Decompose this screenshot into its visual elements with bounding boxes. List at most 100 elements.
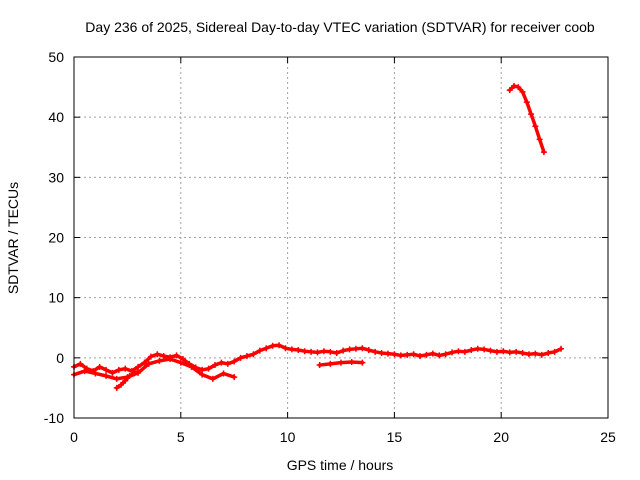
x-tick-label: 10 bbox=[280, 429, 296, 445]
series-secondary-trace bbox=[71, 356, 238, 382]
data-point bbox=[493, 348, 500, 355]
y-tick-label: 20 bbox=[48, 230, 64, 246]
data-point bbox=[417, 353, 424, 360]
data-point bbox=[103, 372, 110, 379]
data-point bbox=[511, 82, 518, 89]
x-tick-label: 0 bbox=[70, 429, 78, 445]
data-point bbox=[538, 351, 545, 358]
data-point bbox=[487, 347, 494, 354]
y-tick-label: 30 bbox=[48, 169, 64, 185]
data-point bbox=[276, 342, 283, 349]
data-point bbox=[147, 353, 154, 360]
data-point bbox=[436, 352, 443, 359]
data-series bbox=[71, 82, 565, 391]
y-axis-ticks: -10 0 10 20 30 40 50 bbox=[44, 49, 608, 426]
y-tick-label: -10 bbox=[44, 410, 64, 426]
data-point bbox=[109, 369, 116, 376]
data-point bbox=[338, 359, 344, 366]
data-point bbox=[81, 368, 88, 375]
data-point bbox=[117, 381, 124, 388]
data-point bbox=[551, 348, 558, 355]
series-main-trace bbox=[71, 342, 565, 376]
data-point bbox=[179, 356, 186, 363]
data-point bbox=[365, 347, 372, 354]
data-point bbox=[205, 365, 212, 372]
data-point bbox=[126, 372, 133, 379]
data-point bbox=[506, 349, 513, 356]
data-point bbox=[244, 353, 251, 360]
data-point bbox=[224, 360, 231, 367]
data-point bbox=[269, 342, 276, 349]
series-dip-trace bbox=[113, 368, 142, 391]
data-point bbox=[113, 375, 120, 382]
data-point bbox=[429, 350, 436, 357]
data-point bbox=[525, 351, 532, 358]
data-point bbox=[519, 88, 526, 95]
data-point bbox=[545, 350, 552, 357]
data-point bbox=[461, 348, 468, 355]
data-point bbox=[513, 348, 520, 355]
data-point bbox=[536, 136, 543, 143]
data-point bbox=[177, 359, 184, 366]
data-point bbox=[523, 99, 530, 106]
data-point bbox=[404, 351, 411, 358]
data-point bbox=[540, 149, 547, 156]
data-point bbox=[301, 348, 308, 355]
data-point bbox=[237, 354, 244, 361]
series-offset-trace bbox=[316, 359, 366, 369]
data-point bbox=[449, 349, 456, 356]
data-point bbox=[154, 351, 161, 358]
data-point bbox=[130, 370, 137, 377]
data-point bbox=[211, 362, 218, 369]
data-point bbox=[256, 347, 263, 354]
data-point bbox=[141, 359, 148, 366]
data-point bbox=[122, 377, 129, 384]
data-point bbox=[188, 363, 195, 370]
x-axis-label: GPS time / hours bbox=[287, 457, 394, 473]
data-point bbox=[316, 362, 323, 369]
data-point bbox=[263, 345, 270, 352]
y-tick-label: 40 bbox=[48, 109, 64, 125]
data-point bbox=[519, 350, 526, 357]
data-point bbox=[410, 351, 417, 358]
data-point bbox=[122, 365, 129, 372]
tail-trace-line bbox=[507, 84, 546, 154]
data-point bbox=[481, 346, 488, 353]
data-point bbox=[532, 123, 539, 130]
data-point bbox=[372, 348, 379, 355]
y-tick-label: 0 bbox=[56, 350, 64, 366]
data-point bbox=[103, 366, 110, 373]
data-point bbox=[250, 351, 257, 358]
data-point bbox=[288, 346, 295, 353]
data-point bbox=[378, 350, 385, 357]
data-point bbox=[474, 345, 481, 352]
chart-title: Day 236 of 2025, Sidereal Day-to-day VTE… bbox=[85, 19, 595, 35]
data-point bbox=[528, 111, 535, 118]
data-point bbox=[423, 351, 430, 358]
data-point bbox=[352, 345, 359, 352]
data-point bbox=[314, 349, 321, 356]
series-tail-trace bbox=[506, 82, 547, 156]
grid-lines bbox=[74, 57, 608, 418]
x-axis-ticks: 0 5 10 15 20 25 bbox=[70, 57, 616, 445]
y-tick-label: 50 bbox=[48, 49, 64, 65]
data-point bbox=[346, 346, 353, 353]
data-point bbox=[220, 370, 227, 377]
y-tick-label: 10 bbox=[48, 290, 64, 306]
data-point bbox=[167, 356, 174, 363]
y-axis-label: SDTVAR / TECUs bbox=[5, 182, 21, 294]
secondary-trace-line bbox=[72, 357, 236, 381]
data-point bbox=[558, 345, 565, 352]
data-point bbox=[231, 358, 238, 365]
data-point bbox=[397, 352, 404, 359]
data-point bbox=[96, 363, 103, 370]
data-point bbox=[468, 347, 475, 354]
data-point bbox=[359, 345, 366, 352]
data-point bbox=[156, 357, 163, 364]
data-point bbox=[359, 359, 366, 366]
data-point bbox=[506, 87, 513, 94]
data-point bbox=[327, 360, 334, 367]
data-point bbox=[442, 351, 449, 358]
data-point bbox=[532, 350, 539, 357]
